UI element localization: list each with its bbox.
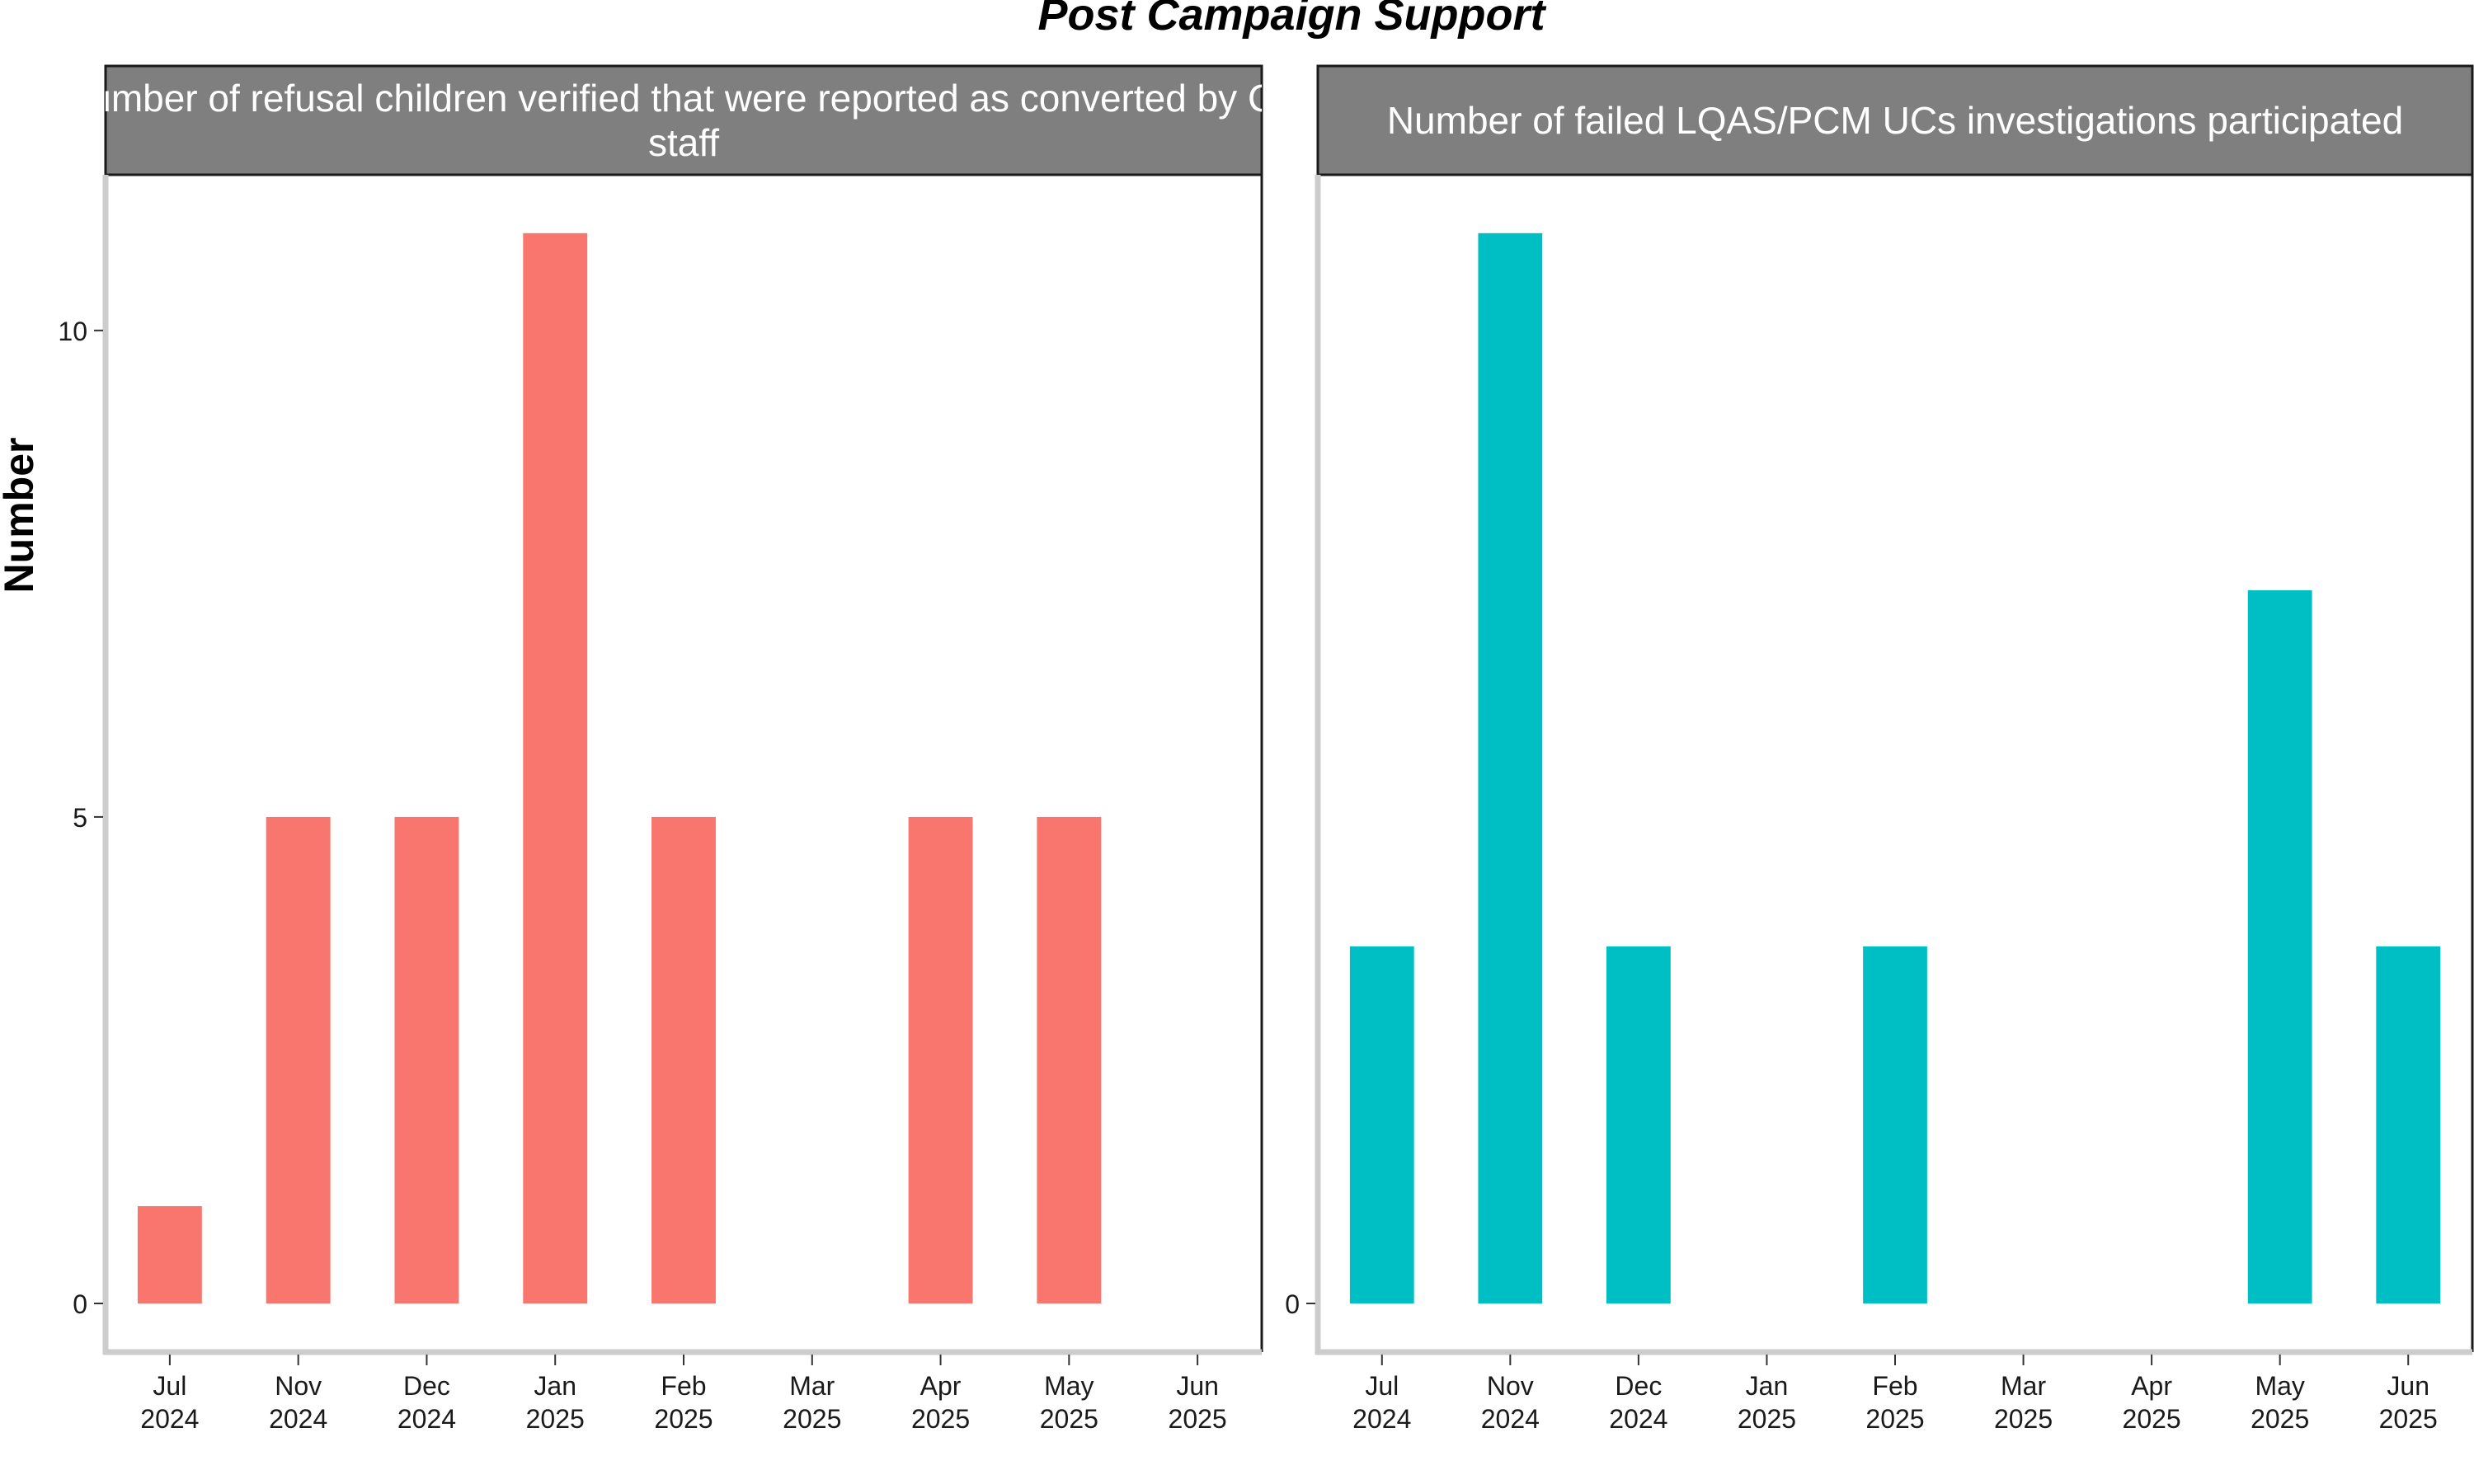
x-tick-label-line: 2025 [1738,1404,1796,1434]
bar [1349,946,1414,1303]
x-tick-label: Apr 2025 [2123,1371,2181,1434]
x-tick-label-line: Mar [789,1371,835,1401]
y-tick-label: 5 [73,803,87,833]
x-tick-label-line: 2025 [1994,1404,2053,1434]
x-tick-label-line: May [2255,1371,2304,1401]
panel-strip-title: Number of refusal children verified that… [63,77,1305,164]
x-tick-label-line: Jan [534,1371,576,1401]
x-tick-label-line: Jul [1365,1371,1399,1401]
panel-strip-title: Number of failed LQAS/PCM UCs investigat… [1387,99,2403,142]
bar [394,816,459,1303]
bar [2376,946,2441,1303]
x-tick-label-line: Dec [403,1371,450,1401]
x-tick-label-line: Feb [661,1371,706,1401]
x-tick-label-line: Apr [2131,1371,2172,1401]
x-tick-label-line: Nov [1487,1371,1534,1401]
panel-title-line: staff [648,121,719,164]
x-tick-label-line: 2025 [1169,1404,1227,1434]
bar [651,816,716,1303]
x-tick-label: Jan 2025 [1738,1371,1796,1434]
x-tick-label-line: May [1044,1371,1094,1401]
x-tick-label-line: 2025 [911,1404,970,1434]
bar [266,816,331,1303]
bar [2247,589,2312,1303]
x-tick-label-line: 2025 [783,1404,841,1434]
y-tick-label: 0 [73,1289,87,1319]
x-tick-label: Dec 2024 [397,1371,456,1434]
x-tick-label-line: 2025 [2251,1404,2309,1434]
panel-1: Number of refusal children verified that… [58,64,1305,1434]
panel-strip [1316,64,2474,176]
panel-strip [104,64,1263,176]
x-tick-label: Feb 2025 [654,1371,713,1434]
x-tick-label-line: 2025 [1040,1404,1098,1434]
chart-title: Post Campaign Support [1037,0,1546,40]
x-tick-label: May 2025 [1040,1371,1098,1434]
x-tick-label: Jun 2025 [2379,1371,2438,1434]
x-tick-label-line: Apr [920,1371,962,1401]
x-tick-label-line: 2025 [2123,1404,2181,1434]
panel-title-line: Number of failed LQAS/PCM UCs investigat… [1387,99,2403,142]
x-tick-label-line: Mar [2001,1371,2046,1401]
x-tick-label-line: 2025 [526,1404,585,1434]
x-tick-label-line: 2024 [1609,1404,1667,1434]
y-tick-label: 0 [1285,1289,1300,1319]
x-tick-label: Feb 2025 [1865,1371,1924,1434]
x-tick-label: Apr 2025 [911,1371,970,1434]
bar [1037,816,1102,1303]
x-tick-label: Nov 2024 [269,1371,327,1434]
x-tick-label: Nov 2024 [1481,1371,1540,1434]
x-tick-label-line: 2024 [1481,1404,1540,1434]
x-tick-label: May 2025 [2251,1371,2309,1434]
x-tick-label-line: 2024 [269,1404,327,1434]
panels-layer: Number of refusal children verified that… [58,64,2474,1434]
x-tick-label-line: Jan [1746,1371,1789,1401]
x-tick-label-line: Dec [1615,1371,1662,1401]
x-tick-label: Mar 2025 [1994,1371,2053,1434]
bar [1478,232,1543,1303]
x-tick-label-line: Nov [275,1371,322,1401]
y-axis-title: Number [0,438,42,594]
x-tick-label: Mar 2025 [783,1371,841,1434]
x-tick-label-line: Jul [153,1371,186,1401]
y-tick-label: 10 [58,317,87,346]
bar [523,232,588,1303]
x-tick-label: Jul 2024 [1352,1371,1411,1434]
bar [137,1205,202,1303]
panel-2: Number of failed LQAS/PCM UCs investigat… [1285,64,2474,1434]
x-tick-label-line: 2024 [1352,1404,1411,1434]
x-tick-label-line: 2025 [2379,1404,2438,1434]
panel-title-line: Number of refusal children verified that… [63,77,1305,120]
x-tick-label: Jul 2024 [140,1371,199,1434]
x-tick-label-line: 2024 [397,1404,456,1434]
x-tick-label-line: Feb [1872,1371,1917,1401]
x-tick-label-line: 2024 [140,1404,199,1434]
bar [1606,946,1671,1303]
x-tick-label-line: Jun [2387,1371,2429,1401]
x-tick-label: Jan 2025 [526,1371,585,1434]
x-tick-label: Dec 2024 [1609,1371,1667,1434]
bar [908,816,973,1303]
x-tick-label-line: Jun [1176,1371,1219,1401]
x-tick-label-line: 2025 [654,1404,713,1434]
x-tick-label: Jun 2025 [1169,1371,1227,1434]
bar [1863,946,1927,1303]
x-tick-label-line: 2025 [1865,1404,1924,1434]
